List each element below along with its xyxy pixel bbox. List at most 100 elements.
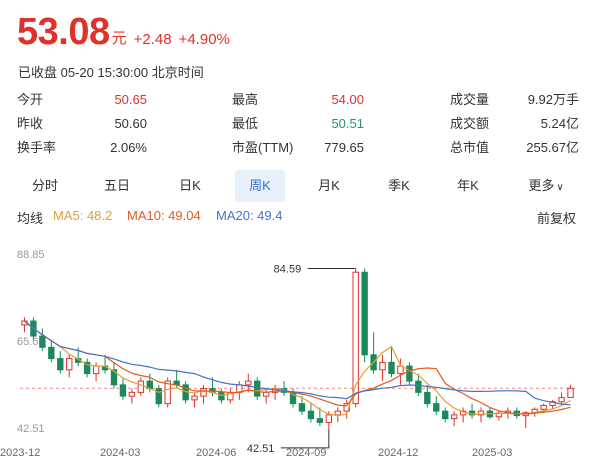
x-tick-label: 2024-12 bbox=[378, 447, 418, 459]
candle-body bbox=[540, 405, 547, 410]
stat-label: 市盈(TTM) bbox=[232, 140, 294, 155]
stats-row: 今开 50.65 最高 54.00 成交量 9.92万手 bbox=[17, 90, 582, 114]
candle-body bbox=[316, 418, 324, 423]
x-tick-label: 2023-12 bbox=[0, 447, 40, 459]
candle-body bbox=[406, 365, 413, 382]
candle-body bbox=[245, 380, 252, 386]
candle-body bbox=[191, 395, 198, 401]
candle-body bbox=[361, 271, 368, 356]
stat-label: 总市值 bbox=[450, 140, 490, 155]
x-tick-label: 2024-09 bbox=[286, 447, 326, 459]
candle-body bbox=[128, 391, 136, 397]
stat-value: 50.60 bbox=[114, 116, 147, 131]
candle-body bbox=[352, 271, 359, 405]
candle-body bbox=[388, 361, 395, 375]
candle-body bbox=[433, 403, 440, 412]
tab-more-label: 更多 bbox=[528, 178, 555, 193]
tab-monthly-k[interactable]: 月K bbox=[318, 178, 340, 193]
candle-body bbox=[397, 365, 404, 375]
high-annotation-label: 84.59 bbox=[274, 263, 302, 275]
period-tabs: 分时 五日 日K 周K 月K 季K 年K 更多 ∨ bbox=[17, 170, 577, 202]
candle-body bbox=[110, 369, 118, 386]
candle-body bbox=[48, 346, 55, 360]
stat-label: 换手率 bbox=[17, 140, 57, 155]
candle-body bbox=[254, 380, 261, 397]
stat-value: 255.67亿 bbox=[526, 140, 579, 155]
stat-value: 779.65 bbox=[324, 140, 364, 155]
candle-body bbox=[558, 397, 565, 403]
candle-body bbox=[119, 384, 127, 397]
ma5-line bbox=[24, 320, 571, 417]
candle-body bbox=[343, 403, 350, 412]
tab-quarterly-k[interactable]: 季K bbox=[388, 178, 410, 193]
quote-header: 53.08 元 +2.48 +4.90% bbox=[17, 12, 230, 62]
candle-body bbox=[307, 410, 315, 420]
market-status: 已收盘 05-20 15:30:00 北京时间 bbox=[18, 65, 204, 80]
stat-value: 54.00 bbox=[331, 92, 364, 107]
candle-body bbox=[567, 387, 574, 398]
candle-body bbox=[218, 391, 225, 401]
candle-body bbox=[155, 388, 162, 405]
price-unit: 元 bbox=[111, 30, 127, 47]
y-tick-label: 88.85 bbox=[17, 249, 45, 261]
tab-weekly-k[interactable]: 周K bbox=[235, 170, 285, 202]
chevron-down-icon: ∨ bbox=[556, 182, 564, 193]
last-price: 53.08 bbox=[17, 11, 110, 53]
candle-body bbox=[57, 358, 64, 371]
candle-body bbox=[379, 361, 386, 371]
candle-body bbox=[477, 410, 485, 416]
tab-yearly-k[interactable]: 年K bbox=[457, 178, 479, 193]
ma-title: 均线 bbox=[17, 211, 44, 226]
candle-body bbox=[39, 335, 46, 348]
price-change: +2.48 bbox=[133, 31, 172, 48]
stat-label: 成交量 bbox=[450, 92, 490, 107]
stat-value: 9.92万手 bbox=[527, 92, 579, 107]
candle-body bbox=[325, 414, 333, 423]
stat-label: 成交额 bbox=[450, 116, 490, 131]
stat-label: 昨收 bbox=[17, 116, 44, 131]
ma10-line bbox=[24, 320, 571, 415]
stat-value: 5.24亿 bbox=[540, 116, 579, 131]
tab-five-day[interactable]: 五日 bbox=[103, 178, 130, 193]
stat-value: 50.65 bbox=[114, 92, 147, 107]
tab-daily-k[interactable]: 日K bbox=[179, 178, 201, 193]
kline-svg: 88.85 65.68 42.51 84.59 42.51 2023-12 2024-03 2… bbox=[0, 249, 575, 459]
candle-body bbox=[424, 391, 431, 405]
stat-value: 2.06% bbox=[110, 140, 147, 155]
x-tick-label: 2025-03 bbox=[472, 447, 512, 459]
y-tick-label: 42.51 bbox=[17, 423, 45, 435]
stat-label: 今开 bbox=[17, 92, 44, 107]
candle-body bbox=[164, 380, 171, 405]
kline-chart: 88.85 65.68 42.51 84.59 42.51 2023-12 2024-03 2… bbox=[0, 232, 589, 474]
stat-value: 50.51 bbox=[331, 116, 364, 131]
x-tick-label: 2024-03 bbox=[100, 447, 140, 459]
stat-label: 最低 bbox=[232, 116, 259, 131]
stat-label: 最高 bbox=[232, 92, 259, 107]
stats-row: 昨收 50.60 最低 50.51 成交额 5.24亿 bbox=[17, 114, 582, 138]
ma20-line bbox=[24, 320, 571, 406]
candle-body bbox=[83, 361, 91, 375]
ma20-value: MA20: 49.4 bbox=[216, 208, 283, 223]
ma10-value: MA10: 49.04 bbox=[127, 208, 201, 223]
ma5-value: MA5: 48.2 bbox=[53, 208, 113, 223]
candle-body bbox=[415, 380, 422, 393]
low-annotation-label: 42.51 bbox=[247, 443, 275, 455]
stats-row: 换手率 2.06% 市盈(TTM) 779.65 总市值 255.67亿 bbox=[17, 138, 582, 162]
candle-body bbox=[137, 380, 145, 393]
tab-intraday[interactable]: 分时 bbox=[31, 178, 58, 193]
candle-body bbox=[92, 365, 100, 375]
candle-body bbox=[298, 403, 306, 412]
stats-grid: 今开 50.65 最高 54.00 成交量 9.92万手 昨收 50.60 最低… bbox=[17, 90, 582, 162]
tab-more[interactable]: 更多 ∨ bbox=[517, 170, 575, 202]
low-annotation-line bbox=[280, 429, 330, 449]
candle-body bbox=[442, 410, 449, 420]
x-tick-label: 2024-06 bbox=[196, 447, 236, 459]
candle-body bbox=[450, 414, 458, 420]
candle-body bbox=[66, 358, 73, 371]
moving-average-legend: 均线 MA5: 48.2 MA10: 49.04 MA20: 49.4 前复权 bbox=[17, 208, 579, 226]
y-tick-label: 65.68 bbox=[17, 336, 45, 348]
adjust-button[interactable]: 前复权 bbox=[537, 211, 577, 226]
candle-body bbox=[200, 388, 207, 397]
price-change-pct: +4.90% bbox=[178, 31, 230, 48]
candle-body bbox=[334, 410, 341, 416]
